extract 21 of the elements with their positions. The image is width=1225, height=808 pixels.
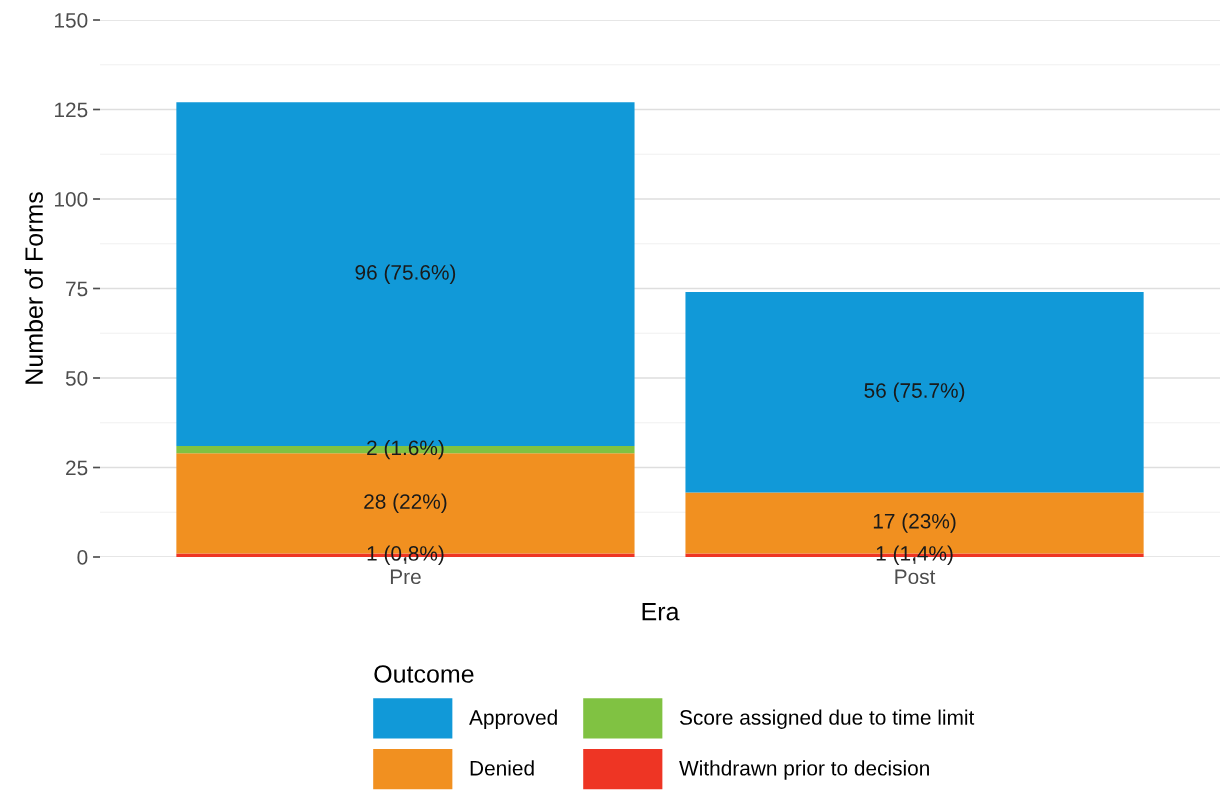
data-label: 96 (75.6%): [355, 264, 456, 284]
x-axis-title: Era: [642, 603, 680, 621]
data-label: 17 (23%): [873, 513, 956, 533]
bar: [685, 292, 1144, 493]
legend-label: Withdrawn prior to decision: [679, 760, 929, 780]
y-tick-label: 50: [65, 371, 88, 386]
legend-label: Denied: [470, 760, 534, 776]
y-tick-label: 125: [55, 102, 88, 118]
y-tick-label: 100: [55, 192, 88, 207]
legend-label: Approved: [469, 709, 557, 729]
y-tick-label: 25: [66, 460, 88, 476]
data-label: 28 (22%): [364, 493, 447, 513]
y-tick-label: 0: [77, 550, 88, 565]
y-tick-label: 150: [55, 13, 88, 28]
x-tick-label: Post: [895, 569, 936, 585]
legend-label: Score assigned due to time limit: [679, 709, 975, 729]
y-axis-title: Number of Forms: [24, 192, 43, 384]
y-tick-label: 75: [66, 281, 88, 297]
data-label: 56 (75.7%): [864, 382, 965, 403]
x-tick-label: Pre: [390, 569, 421, 585]
legend-title: Outcome: [374, 665, 474, 683]
